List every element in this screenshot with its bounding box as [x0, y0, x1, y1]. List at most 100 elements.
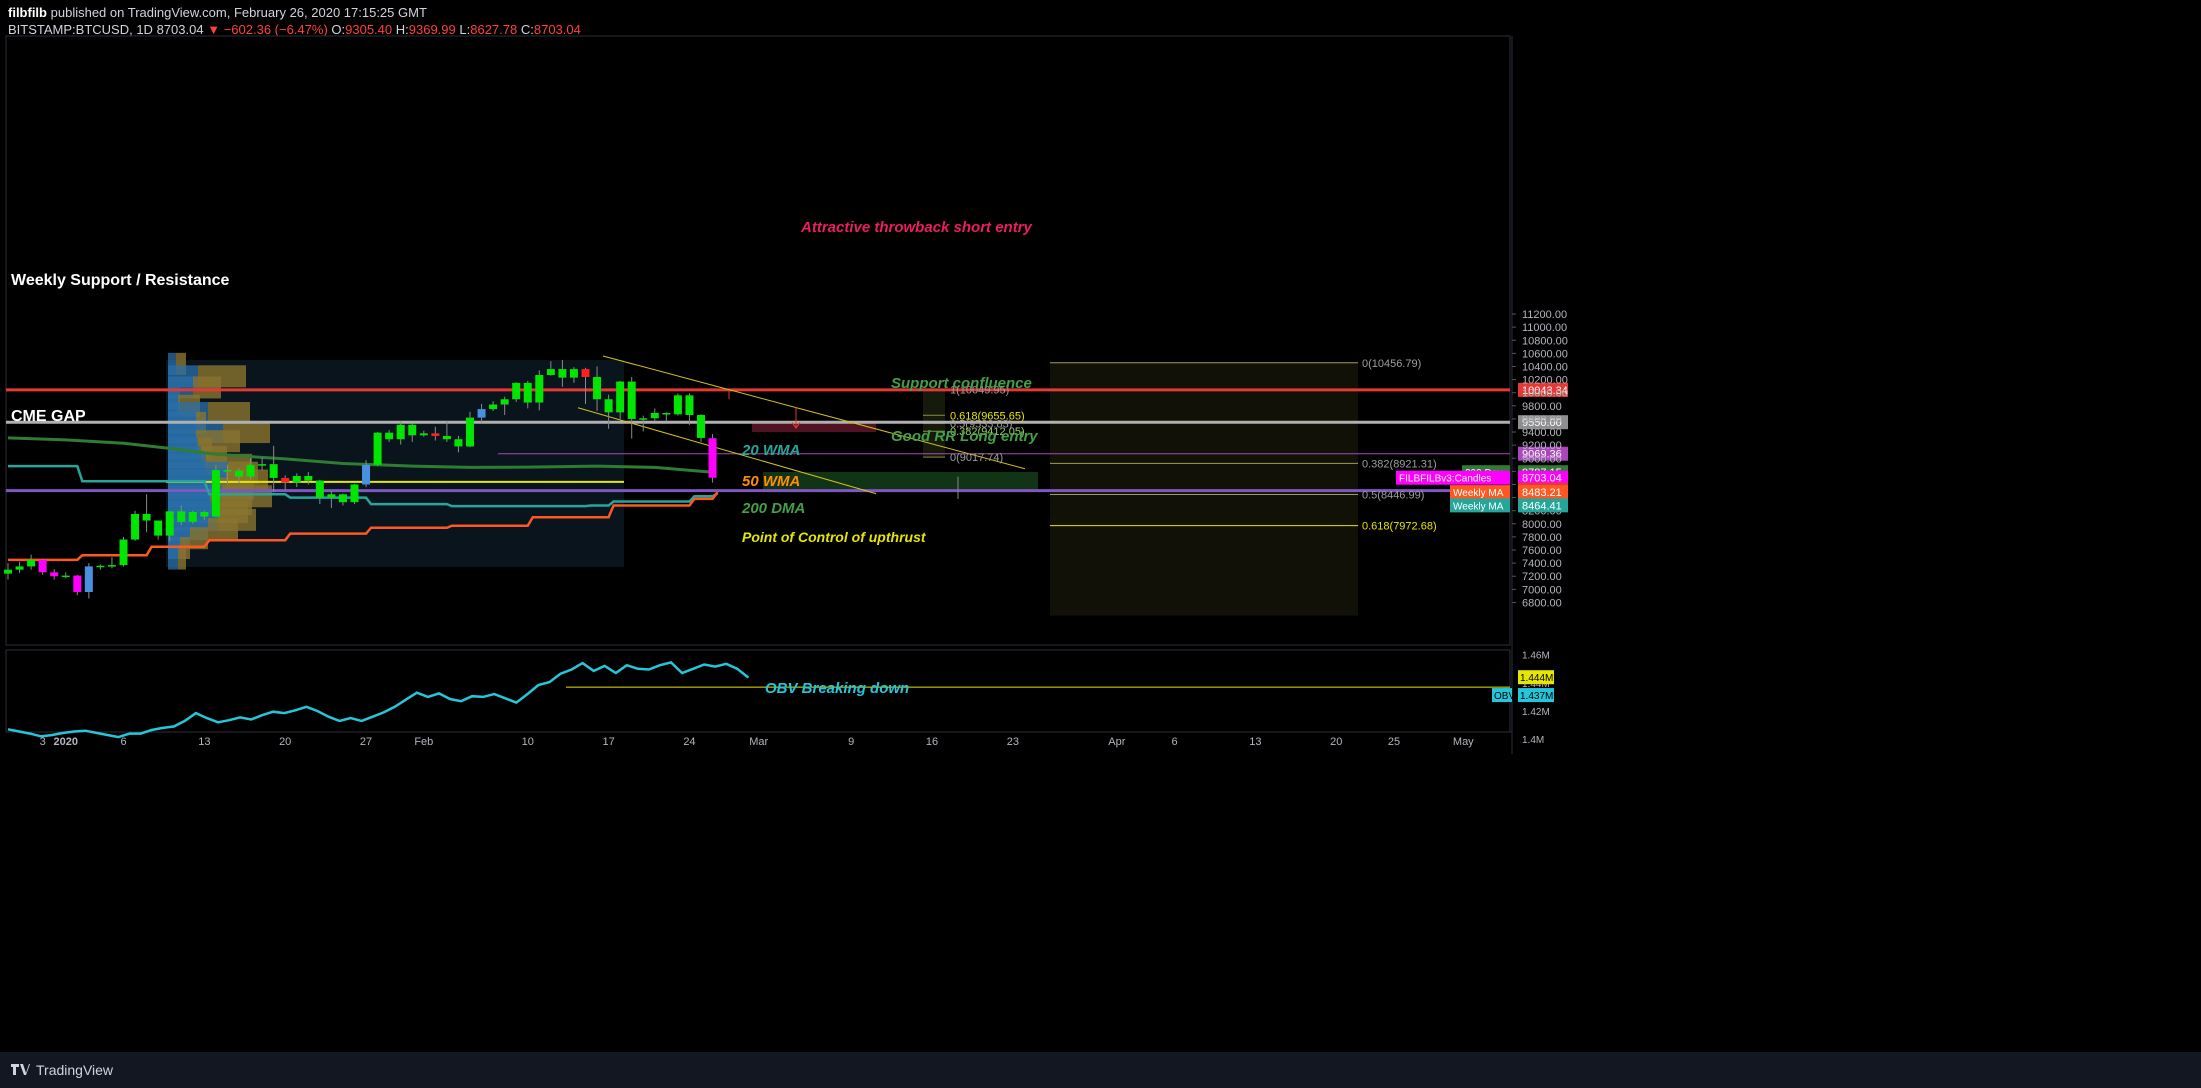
- price-tick-label: 8000.00: [1522, 519, 1562, 531]
- time-tick-label: 6: [1171, 736, 1177, 748]
- time-tick-label: 3: [40, 736, 46, 748]
- candle: [500, 399, 509, 405]
- last-price: 8703.04: [156, 22, 204, 37]
- price-tick-label: 7000.00: [1522, 584, 1562, 596]
- channel-lower-line: [577, 407, 877, 495]
- price-tag: [1518, 446, 1568, 461]
- price-tick-label: 10000.00: [1522, 388, 1568, 400]
- candle: [50, 572, 59, 577]
- candle: [535, 375, 544, 403]
- price-tick-label: 9200.00: [1522, 440, 1562, 452]
- open-value: 9305.40: [345, 22, 393, 37]
- candle: [523, 382, 532, 403]
- candle: [350, 484, 359, 503]
- author[interactable]: filbfilb: [8, 5, 47, 20]
- price-tag: [1518, 470, 1568, 485]
- candle: [639, 418, 648, 420]
- series-line-20-wma: [8, 464, 719, 508]
- candle: [431, 433, 440, 436]
- price-tick-label: 10600.00: [1522, 348, 1568, 360]
- down-triangle-icon: ▼: [207, 22, 221, 37]
- candle: [362, 464, 371, 485]
- price-tag-label-bg: [1450, 485, 1510, 500]
- candle: [627, 381, 636, 419]
- candle: [15, 566, 24, 570]
- volume-profile-bar: [168, 547, 178, 570]
- price-tag: [1518, 498, 1568, 513]
- candle: [200, 512, 209, 517]
- price-tick-label: 9800.00: [1522, 401, 1562, 413]
- obv-tag-text: 1.437M: [1520, 691, 1553, 702]
- time-tick-label: 17: [602, 736, 614, 748]
- candle: [604, 399, 613, 413]
- price-tick-label: 11000.00: [1522, 322, 1567, 334]
- candle: [304, 475, 313, 481]
- candle: [73, 575, 82, 592]
- price-tag-text: 9550.00: [1522, 417, 1562, 429]
- series-line-50-wma: [8, 491, 719, 562]
- time-tick-label: 6: [120, 736, 126, 748]
- candle: [466, 417, 474, 447]
- published-text: published on TradingView.com, February 2…: [50, 5, 427, 20]
- candle: [569, 369, 578, 378]
- price-tag-text: 8464.41: [1522, 500, 1562, 512]
- wma20-label: 20 WMA: [741, 442, 800, 459]
- candle: [685, 395, 694, 415]
- candle: [419, 433, 428, 436]
- time-tick-label: 9: [848, 736, 854, 748]
- candle: [373, 432, 382, 465]
- long-entry-label: Good RR Long entry: [891, 428, 1038, 445]
- candle: [477, 409, 486, 418]
- candle: [454, 439, 463, 447]
- symbol[interactable]: BITSTAMP:BTCUSD, 1D: [8, 22, 153, 37]
- price-tick-label: 10800.00: [1522, 335, 1568, 347]
- close-label: C:: [520, 22, 534, 37]
- price-tick-label: 11200.00: [1522, 309, 1567, 321]
- fib-label: 0.5(8446.99): [1362, 489, 1424, 501]
- low-value: 8627.78: [470, 22, 518, 37]
- change: −602.36 (−6.47%): [223, 22, 328, 37]
- high-value: 9369.99: [408, 22, 456, 37]
- candle: [61, 575, 70, 578]
- candle: [327, 494, 336, 498]
- dma200-label: 200 DMA: [741, 500, 805, 517]
- price-tag-label: Weekly MA: [1453, 501, 1504, 512]
- time-tick-label: 20: [1330, 736, 1342, 748]
- time-tick-label: 16: [926, 736, 938, 748]
- tradingview-logo-icon[interactable]: [10, 1061, 30, 1077]
- candle: [616, 381, 625, 413]
- price-tag-text: 9069.36: [1522, 449, 1562, 461]
- time-tick-label: 2020: [54, 736, 78, 748]
- candle: [131, 513, 140, 540]
- fib-label: 0(9017.74): [950, 452, 1003, 464]
- candle: [96, 565, 105, 568]
- candle: [697, 414, 705, 438]
- time-tick-label: 13: [1249, 736, 1261, 748]
- time-tick-label: Apr: [1108, 736, 1125, 748]
- fib-label: 0.382(9412.05): [950, 426, 1025, 438]
- time-tick-label: 23: [1007, 736, 1019, 748]
- price-tag: [1518, 415, 1568, 430]
- candle: [338, 494, 347, 503]
- volume-profile-bar: [178, 547, 186, 570]
- fib-label: 0.618(7972.68): [1362, 521, 1437, 533]
- time-tick-label: May: [1453, 736, 1474, 748]
- volume-profile-bar: [208, 402, 250, 425]
- price-tick-label: 7400.00: [1522, 558, 1562, 570]
- weekly-sr-label: Weekly Support / Resistance: [11, 272, 230, 289]
- fib-label: 0.382(8921.31): [1362, 458, 1437, 470]
- candle: [442, 435, 451, 440]
- candle: [211, 470, 220, 517]
- low-label: L:: [459, 22, 471, 37]
- candle: [258, 464, 267, 466]
- footer-bar: TradingView: [0, 1052, 2201, 1088]
- obv-tick-label: 1.42M: [1522, 707, 1550, 718]
- candle: [593, 376, 602, 400]
- brand-name[interactable]: TradingView: [36, 1062, 114, 1078]
- candle: [223, 470, 232, 472]
- wma50-label: 50 WMA: [742, 473, 800, 490]
- obv-tag-text: 1.444M: [1520, 673, 1553, 684]
- candle: [119, 539, 128, 566]
- candle: [235, 470, 243, 477]
